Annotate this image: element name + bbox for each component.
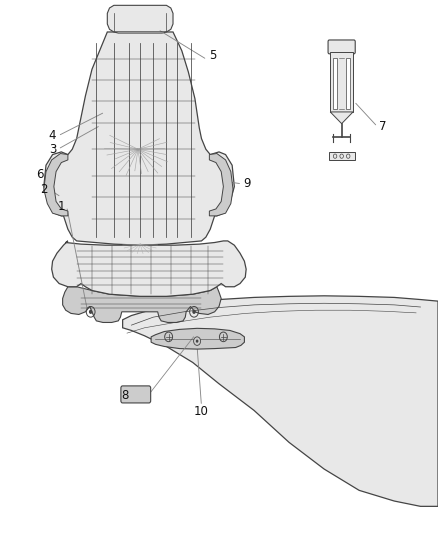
Text: 9: 9 [244, 177, 251, 190]
Polygon shape [107, 5, 173, 33]
Text: 7: 7 [379, 120, 387, 133]
Circle shape [192, 310, 196, 314]
FancyBboxPatch shape [328, 152, 355, 160]
FancyBboxPatch shape [330, 52, 353, 112]
Polygon shape [44, 32, 234, 245]
Text: 10: 10 [194, 405, 209, 418]
Text: 1: 1 [57, 200, 65, 213]
Circle shape [196, 340, 198, 343]
FancyBboxPatch shape [121, 386, 151, 403]
Polygon shape [209, 154, 233, 216]
Text: 8: 8 [121, 389, 128, 402]
Polygon shape [44, 154, 68, 216]
Polygon shape [63, 287, 221, 322]
FancyBboxPatch shape [333, 58, 337, 109]
Polygon shape [52, 241, 246, 296]
Circle shape [89, 310, 92, 314]
Text: 2: 2 [40, 183, 48, 196]
Text: 6: 6 [35, 168, 43, 181]
Polygon shape [123, 296, 438, 506]
Text: 4: 4 [49, 130, 57, 142]
Text: 3: 3 [49, 143, 56, 156]
FancyBboxPatch shape [328, 40, 355, 54]
Text: 5: 5 [209, 50, 216, 62]
Polygon shape [151, 328, 244, 349]
Polygon shape [330, 112, 353, 124]
Circle shape [194, 337, 201, 345]
FancyBboxPatch shape [346, 58, 350, 109]
